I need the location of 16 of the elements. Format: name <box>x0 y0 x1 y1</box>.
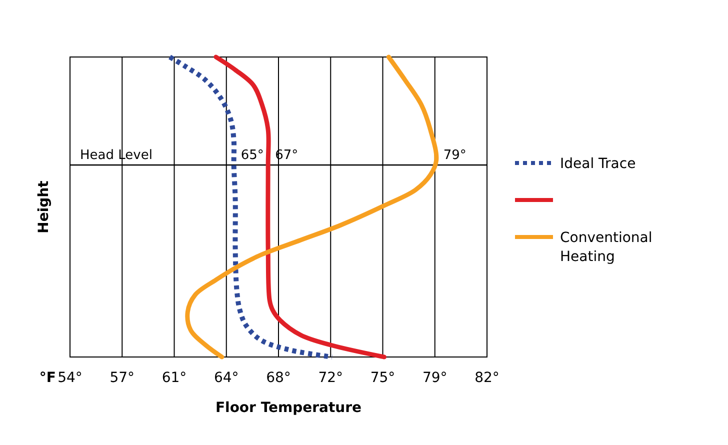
legend-label: Conventional Heating <box>560 230 652 265</box>
x-tick-label: 61° <box>162 370 187 386</box>
x-tick-label: 54° <box>58 370 82 386</box>
y-axis-title: Height <box>36 180 52 234</box>
x-tick-label: 68° <box>266 370 291 386</box>
x-tick-label: 72° <box>318 370 344 386</box>
annotation: 65° <box>240 148 264 163</box>
x-tick-label: 57° <box>110 370 135 386</box>
x-tick-label: 75° <box>370 370 396 386</box>
legend-label: Ideal Trace <box>560 156 636 172</box>
x-axis-title: Floor Temperature <box>215 400 362 416</box>
x-tick-label: 82° <box>474 370 500 386</box>
x-tick-label: 64° <box>214 370 239 386</box>
text: °F <box>39 370 56 386</box>
annotation: 79° <box>443 148 466 163</box>
x-tick-label: 79° <box>422 370 448 386</box>
